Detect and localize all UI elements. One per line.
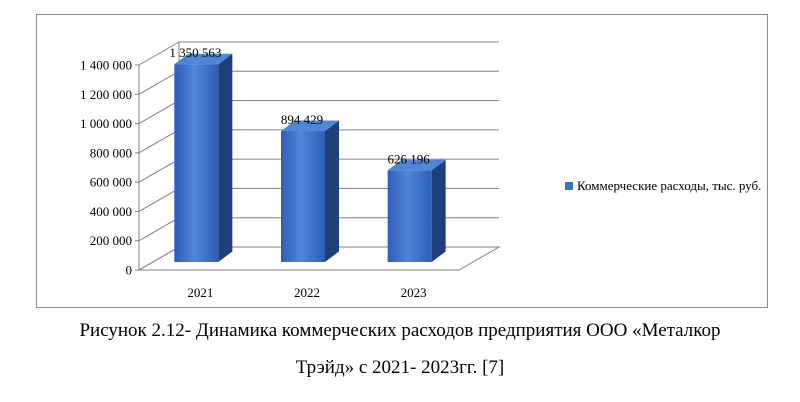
legend-swatch (565, 182, 573, 190)
bar-front (387, 170, 432, 262)
y-tick-label: 1 200 000 (80, 87, 132, 102)
gridline-side (138, 158, 180, 183)
bar-top (387, 159, 446, 171)
y-tick-label: 1 000 000 (80, 116, 132, 131)
column-chart: 0 200 000 400 000 600 000 800 000 1 000 000 1 … (80, 41, 501, 300)
bar-top (174, 53, 233, 65)
data-label: 1 350 563 (169, 45, 221, 60)
bar-side (431, 159, 446, 262)
bar-2022 (281, 120, 339, 263)
legend-label: Коммерческие расходы, тыс. руб. (577, 178, 762, 193)
data-label: 894 429 (281, 112, 323, 127)
bar-top (281, 120, 339, 132)
gridline-side (138, 41, 180, 66)
bar-side (325, 120, 339, 263)
chart-frame: 0 200 000 400 000 600 000 800 000 1 000 000 1 … (36, 14, 768, 308)
chart-floor (137, 246, 501, 271)
y-tick-label: 0 (126, 263, 133, 278)
gridline-side (138, 100, 180, 125)
bar-front (281, 131, 325, 262)
y-tick-label: 200 000 (90, 233, 132, 248)
y-tick-label: 800 000 (90, 145, 132, 160)
bar-2021 (174, 53, 233, 263)
y-tick-label: 600 000 (90, 175, 132, 190)
legend: Коммерческие расходы, тыс. руб. (565, 178, 761, 194)
gridline-side (138, 129, 180, 154)
data-label: 626 196 (388, 151, 431, 166)
gridline-side (138, 187, 180, 212)
x-tick-label: 2022 (294, 285, 320, 300)
figure-caption-line-2: Трэйд» с 2021- 2023гг. [7] (295, 357, 505, 378)
x-tick-label: 2023 (401, 285, 427, 300)
bar-2023 (387, 159, 446, 262)
bar-front (174, 64, 219, 263)
y-tick-label: 1 400 000 (80, 58, 132, 73)
gridline-side (138, 70, 180, 95)
x-tick-label: 2021 (187, 285, 213, 300)
y-tick-label: 400 000 (90, 204, 132, 219)
bar-side (218, 53, 233, 263)
gridline-side (138, 217, 180, 242)
figure-caption-line-1: Рисунок 2.12- Динамика коммерческих расх… (79, 320, 721, 341)
